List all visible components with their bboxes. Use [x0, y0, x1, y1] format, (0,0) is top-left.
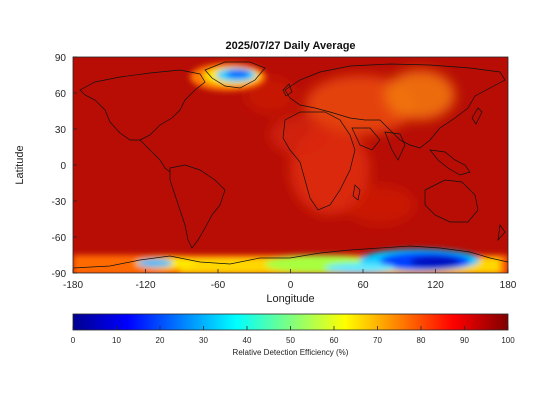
coast-arabia — [351, 127, 381, 151]
y-tick-label: -90 — [52, 269, 67, 280]
y-tick-label: 0 — [60, 161, 66, 172]
colorbar-tick-label: 10 — [112, 336, 121, 345]
colorbar: 0 10 20 30 40 50 60 70 80 90 1 — [71, 313, 515, 345]
colorbar-tick-label: 40 — [243, 336, 252, 345]
y-tick-label: 30 — [55, 125, 67, 136]
colorbar-label: Relative Detection Efficiency (%) — [232, 348, 349, 357]
y-axis-label: Latitude — [14, 145, 26, 185]
field-anomalies — [245, 70, 455, 225]
coast-southeast-asia — [429, 149, 471, 176]
x-tick-label: 60 — [357, 280, 369, 291]
y-tick-label: -30 — [52, 197, 67, 208]
coast-japan — [471, 107, 483, 125]
coast-new-zealand — [497, 224, 506, 242]
x-tick-label: 0 — [288, 280, 294, 291]
map-title: 2025/07/27 Daily Average — [225, 40, 356, 52]
x-tick-label: -120 — [135, 280, 155, 291]
colorbar-tick-label: 20 — [156, 336, 165, 345]
colorbar-gradient — [73, 314, 508, 330]
coast-antarctica — [73, 245, 508, 269]
x-axis-ticks: -180 -120 -60 0 60 120 180 — [63, 269, 517, 291]
coast-africa — [282, 111, 356, 211]
coast-uk — [282, 83, 293, 97]
colorbar-tick-label: 80 — [417, 336, 426, 345]
colorbar-ticks: 0 10 20 30 40 50 60 70 80 90 1 — [71, 326, 515, 345]
efficiency-field — [73, 57, 508, 273]
y-tick-label: 60 — [55, 89, 67, 100]
greenland-patch — [190, 63, 266, 91]
coast-greenland — [204, 61, 266, 89]
colorbar-tick-label: 70 — [373, 336, 382, 345]
coast-north-america — [79, 69, 206, 141]
x-axis-label: Longitude — [266, 293, 315, 305]
x-tick-label: -60 — [211, 280, 226, 291]
colorbar-tick-label: 100 — [501, 336, 515, 345]
coast-india — [384, 131, 406, 161]
antarctic-band — [73, 249, 508, 273]
coastlines — [73, 61, 508, 269]
coast-central-america — [139, 139, 171, 173]
x-tick-label: -180 — [63, 280, 83, 291]
colorbar-tick-label: 50 — [286, 336, 295, 345]
colorbar-tick-label: 90 — [460, 336, 469, 345]
coast-eurasia — [284, 63, 506, 149]
colorbar-tick-label: 0 — [71, 336, 76, 345]
colorbar-tick-label: 30 — [199, 336, 208, 345]
coast-madagascar — [352, 184, 361, 201]
x-tick-label: 180 — [500, 280, 517, 291]
x-tick-label: 120 — [427, 280, 444, 291]
coast-south-america — [169, 164, 226, 249]
y-tick-label: 90 — [55, 53, 67, 64]
y-tick-label: -60 — [52, 233, 67, 244]
coast-australia — [424, 179, 479, 223]
y-axis-ticks: 90 60 30 0 -30 -60 -90 — [52, 53, 77, 280]
colorbar-tick-label: 60 — [330, 336, 339, 345]
